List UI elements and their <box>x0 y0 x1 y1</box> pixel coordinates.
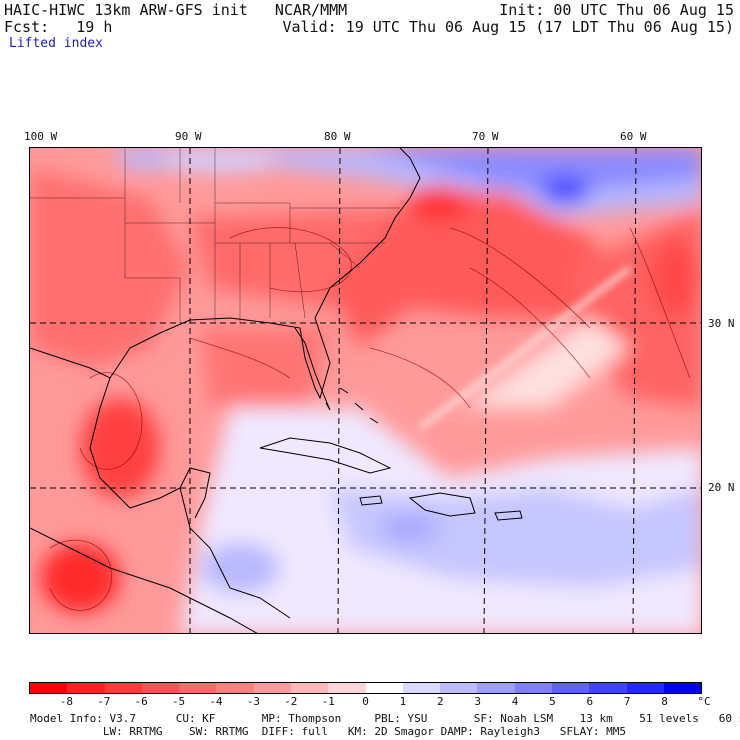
color-bar-tick-label: -6 <box>134 695 148 708</box>
color-bar-segment <box>253 683 291 693</box>
color-bar-segment <box>514 683 552 693</box>
color-bar-segment <box>104 683 142 693</box>
model-title: HAIC-HIWC 13km ARW-GFS init NCAR/MMM <box>4 1 348 19</box>
color-bar-tick-label: 7 <box>623 695 631 708</box>
lon-label-100w: 100 W <box>24 130 58 143</box>
color-bar-tick-label: 0 <box>362 695 369 708</box>
color-bar-tick-label: 2 <box>436 695 444 708</box>
lon-label-80w: 80 W <box>324 130 351 143</box>
color-bar-segment <box>179 683 217 693</box>
color-bar-unit: °C <box>697 695 711 708</box>
state-borders <box>30 148 400 323</box>
lon-label-70w: 70 W <box>472 130 499 143</box>
color-bar-segment <box>328 683 366 693</box>
color-bar-segment <box>589 683 627 693</box>
color-bar-tick-label: -7 <box>97 695 111 708</box>
color-bar-tick-label: 8 <box>661 695 668 708</box>
lat-label-30n: 30 N <box>708 317 735 330</box>
model-info-line1: Model Info: V3.7 CU: KF MP: Thompson PBL… <box>30 712 740 725</box>
color-bar-segment <box>141 683 180 693</box>
color-bar-segment <box>402 683 441 693</box>
color-bar-segment <box>365 683 403 693</box>
color-bar-tick-label: -4 <box>209 695 223 708</box>
valid-time: Valid: 19 UTC Thu 06 Aug 15 (17 LDT Thu … <box>282 18 734 36</box>
lifted-index-shading <box>30 148 701 633</box>
color-bar-segment <box>626 683 664 693</box>
color-bar-segment <box>663 683 702 693</box>
color-bar-segment <box>477 683 515 693</box>
color-bar-tick-label: 4 <box>511 695 519 708</box>
color-bar-segment <box>440 683 478 693</box>
color-bar-segment <box>67 683 105 693</box>
color-bar-tick-label: -8 <box>59 695 73 708</box>
lifted-index-map <box>29 147 702 634</box>
color-bar-segment <box>290 683 329 693</box>
lat-lon-grid <box>30 148 701 633</box>
lon-label-60w: 60 W <box>620 130 647 143</box>
color-bar-tick-label: 5 <box>549 695 556 708</box>
color-bar-tick-label: 3 <box>474 695 481 708</box>
map-canvas <box>30 148 701 633</box>
color-bar-segment <box>216 683 254 693</box>
color-bar-tick-label: -5 <box>171 695 186 708</box>
field-label: Lifted index <box>9 36 103 51</box>
lon-label-90w: 90 W <box>175 130 202 143</box>
model-info-line2: LW: RRTMG SW: RRTMG DIFF: full KM: 2D Sm… <box>30 725 627 738</box>
color-bar-tick-label: 1 <box>399 695 407 708</box>
forecast-hour: Fcst: 19 h <box>4 18 113 36</box>
color-bar-tick-label: -3 <box>246 695 260 708</box>
init-time: Init: 00 UTC Thu 06 Aug 15 <box>499 1 734 19</box>
color-bar-tick-label: -2 <box>284 695 298 708</box>
color-bar <box>29 682 702 694</box>
color-bar-tick-label: 6 <box>586 695 594 708</box>
color-bar-segment <box>30 683 68 693</box>
color-bar-segment <box>551 683 590 693</box>
dry-slot <box>418 265 632 431</box>
lat-label-20n: 20 N <box>708 481 735 494</box>
color-bar-tick-label: -1 <box>321 695 335 708</box>
